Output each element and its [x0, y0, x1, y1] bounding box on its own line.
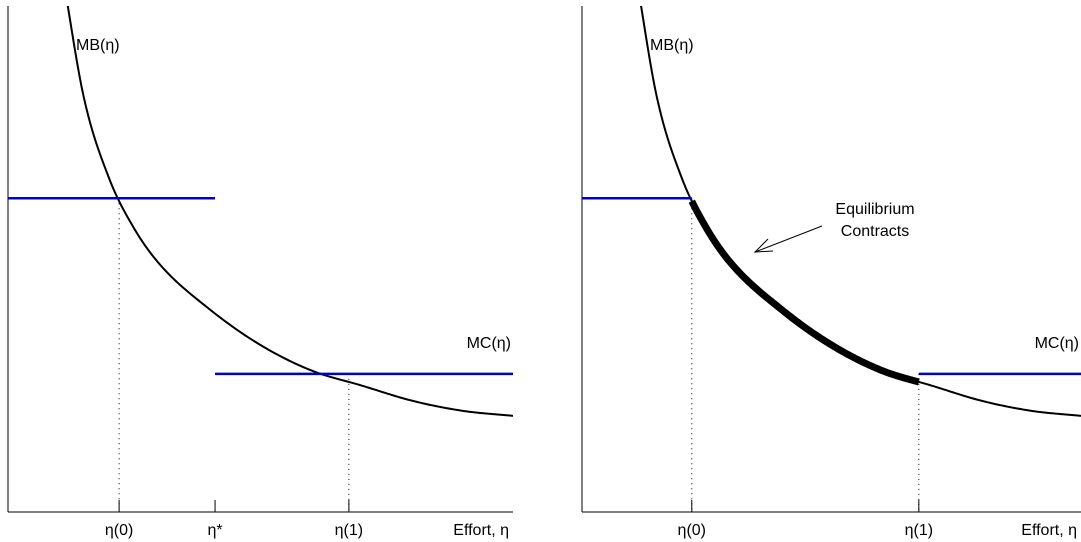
mc-label: MC(η) [1035, 335, 1079, 352]
x-tick-label: η(0) [105, 522, 133, 539]
x-tick-label: η(1) [905, 522, 933, 539]
annotation-text: Contracts [841, 223, 909, 240]
x-axis-label: Effort, η [1021, 522, 1077, 539]
mb-curve [66, 6, 513, 417]
annotation-text: Equilibrium [835, 201, 914, 218]
x-tick-label: η(1) [335, 522, 363, 539]
x-tick-label: η* [207, 522, 222, 539]
equilibrium-contracts-curve [688, 199, 920, 386]
x-axis-label: Effort, η [453, 522, 509, 539]
annotation-arrow-line [754, 225, 823, 253]
mc-label: MC(η) [467, 335, 511, 352]
annotation-arrow-head [753, 238, 774, 253]
panel-2: η(0) η(1) Effort, η MB(η) MC(η) Equilibrium Co… [581, 6, 1081, 539]
mb-label: MB(η) [76, 37, 120, 54]
mb-label: MB(η) [650, 37, 694, 54]
panel-1: η(0) η* η(1) Effort, η MB(η) MC(η) [7, 6, 513, 539]
x-tick-label: η(0) [678, 522, 706, 539]
